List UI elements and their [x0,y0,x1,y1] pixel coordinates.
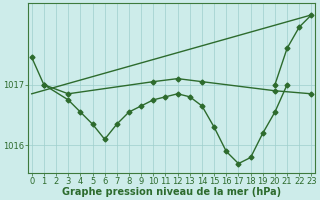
X-axis label: Graphe pression niveau de la mer (hPa): Graphe pression niveau de la mer (hPa) [62,187,281,197]
